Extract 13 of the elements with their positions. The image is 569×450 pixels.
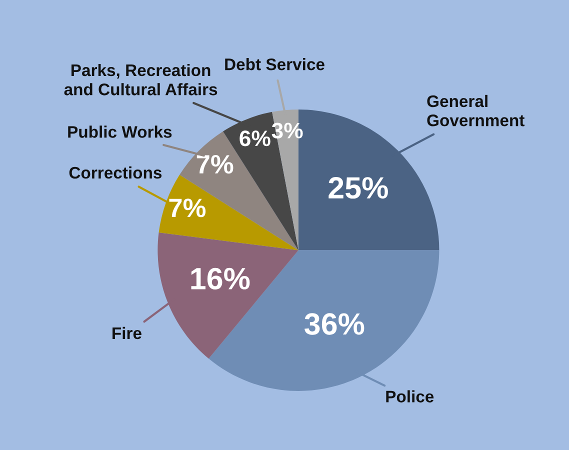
slice-label: Police: [386, 390, 434, 402]
data-label: 7%: [196, 155, 234, 174]
data-label: 6%: [240, 130, 270, 146]
slice-label: Fire: [112, 326, 142, 340]
slice-label: General Government: [427, 94, 524, 126]
slice-label: Public Works: [68, 126, 172, 138]
data-label: 25%: [328, 177, 388, 199]
data-label: 16%: [191, 268, 250, 290]
data-label: 36%: [304, 313, 364, 335]
slice-label: Parks, Recreation and Cultural Affairs: [64, 64, 218, 96]
slice-label: Corrections: [69, 166, 162, 179]
slice-label: Debt Service: [225, 58, 324, 70]
data-label: 7%: [169, 198, 206, 218]
